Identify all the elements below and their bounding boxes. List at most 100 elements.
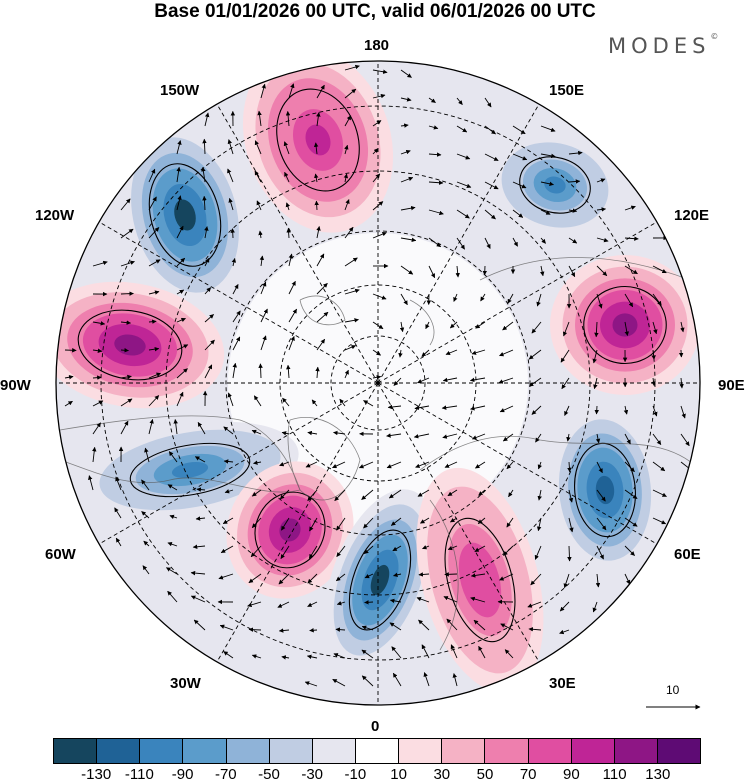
wind-arrow — [344, 318, 359, 323]
wind-arrow — [285, 110, 291, 127]
wind-arrow — [387, 404, 402, 410]
wind-arrow — [361, 625, 374, 631]
wind-arrow — [232, 310, 241, 323]
wind-arrow — [624, 489, 638, 499]
wind-arrow — [192, 544, 206, 550]
colorbar-swatch — [657, 738, 702, 764]
wind-arrow — [428, 209, 444, 216]
wind-arrow — [596, 265, 608, 277]
wind-arrow — [596, 178, 606, 183]
wind-arrow — [334, 489, 346, 502]
wind-arrow — [307, 573, 318, 584]
wind-arrow — [344, 199, 350, 211]
wind-arrow — [316, 282, 328, 295]
colorbar-swatch — [442, 738, 486, 764]
wind-arrow — [400, 205, 416, 211]
wind-arrow — [536, 293, 542, 307]
colorbar-swatch — [269, 738, 313, 764]
wind-arrow — [624, 433, 631, 445]
wind-arrow — [314, 173, 319, 183]
wind-arrow — [247, 601, 262, 608]
wind-arrow — [286, 364, 291, 379]
wind-arrow — [281, 517, 290, 531]
colorbar-swatch — [97, 738, 141, 764]
wind-arrow — [344, 345, 357, 351]
wind-arrow — [386, 433, 402, 438]
lon-label-180: 180 — [364, 37, 390, 54]
wind-arrow — [528, 349, 542, 360]
wind-arrow — [220, 545, 234, 554]
wind-arrow — [444, 461, 458, 468]
colorbar-tick-label: -10 — [344, 766, 367, 783]
wind-arrow — [251, 429, 262, 435]
wind-arrow — [278, 573, 290, 585]
wind-arrow — [193, 619, 206, 631]
wind-arrow — [306, 654, 318, 660]
wind-arrow — [316, 226, 321, 239]
wind-arrow — [652, 265, 667, 274]
wind-arrow — [176, 195, 182, 211]
wind-arrow — [259, 255, 265, 267]
wind-arrow — [232, 336, 241, 351]
wind-arrow — [456, 97, 463, 105]
wind-arrow — [316, 253, 325, 267]
meridian-line — [377, 103, 540, 384]
anomaly-trough-gulf-alaska — [120, 121, 250, 309]
wind-arrow — [307, 601, 318, 607]
wind-arrow — [120, 198, 131, 211]
wind-arrow — [64, 400, 73, 407]
colorbar-tick-label: 110 — [602, 766, 627, 783]
wind-arrow — [512, 181, 527, 189]
wind-arrow — [478, 489, 486, 496]
lon-label-30w: 30W — [170, 675, 201, 692]
colorbar-swatch — [485, 738, 529, 764]
wind-arrow — [563, 573, 570, 589]
wind-arrow — [168, 451, 178, 463]
wind-arrow — [596, 207, 607, 212]
wind-arrow — [596, 545, 604, 560]
wind-arrow — [540, 125, 556, 132]
wind-arrow — [309, 517, 318, 532]
colorbar-tick-label: 50 — [476, 766, 494, 783]
wind-arrow — [421, 644, 430, 659]
wind-arrow — [361, 675, 374, 687]
wind-arrow — [415, 461, 430, 468]
wind-arrow — [386, 461, 402, 469]
wind-arrow — [277, 601, 290, 608]
wind-arrow — [568, 517, 574, 533]
wind-arrow — [652, 489, 667, 497]
wind-arrow — [475, 461, 486, 469]
wind-arrow — [372, 148, 379, 155]
wind-arrow — [417, 489, 430, 497]
wind-arrow — [392, 545, 402, 552]
colorbar-tick-label: 70 — [519, 766, 537, 783]
wind-arrow — [218, 573, 234, 580]
wind-arrow — [288, 335, 295, 351]
coastline-greenland — [287, 417, 361, 501]
wind-arrow — [120, 374, 132, 380]
wind-arrow — [333, 653, 346, 659]
wind-arrow — [64, 375, 74, 380]
wind-arrow — [400, 97, 412, 102]
wind-arrow — [560, 349, 570, 363]
wind-arrow — [223, 459, 234, 464]
colorbar-swatch — [614, 738, 658, 764]
wind-arrow — [279, 489, 290, 500]
wind-arrow — [502, 433, 514, 442]
anomaly-trough-west-siberia — [549, 405, 661, 575]
wind-arrow — [305, 461, 318, 468]
wind-arrow — [260, 281, 267, 295]
wind-arrow — [443, 596, 458, 603]
wind-arrow — [528, 627, 542, 632]
wind-arrow — [148, 418, 154, 435]
wind-arrow — [498, 377, 514, 384]
wind-arrow — [332, 461, 346, 469]
wind-arrow — [531, 321, 542, 334]
wind-arrow — [260, 308, 268, 323]
wind-arrow — [316, 112, 321, 127]
wind-arrow — [196, 487, 206, 492]
wind-arrow — [176, 344, 189, 351]
colorbar-swatch — [528, 738, 572, 764]
wind-arrow — [400, 293, 408, 306]
wind-arrow — [283, 141, 290, 155]
